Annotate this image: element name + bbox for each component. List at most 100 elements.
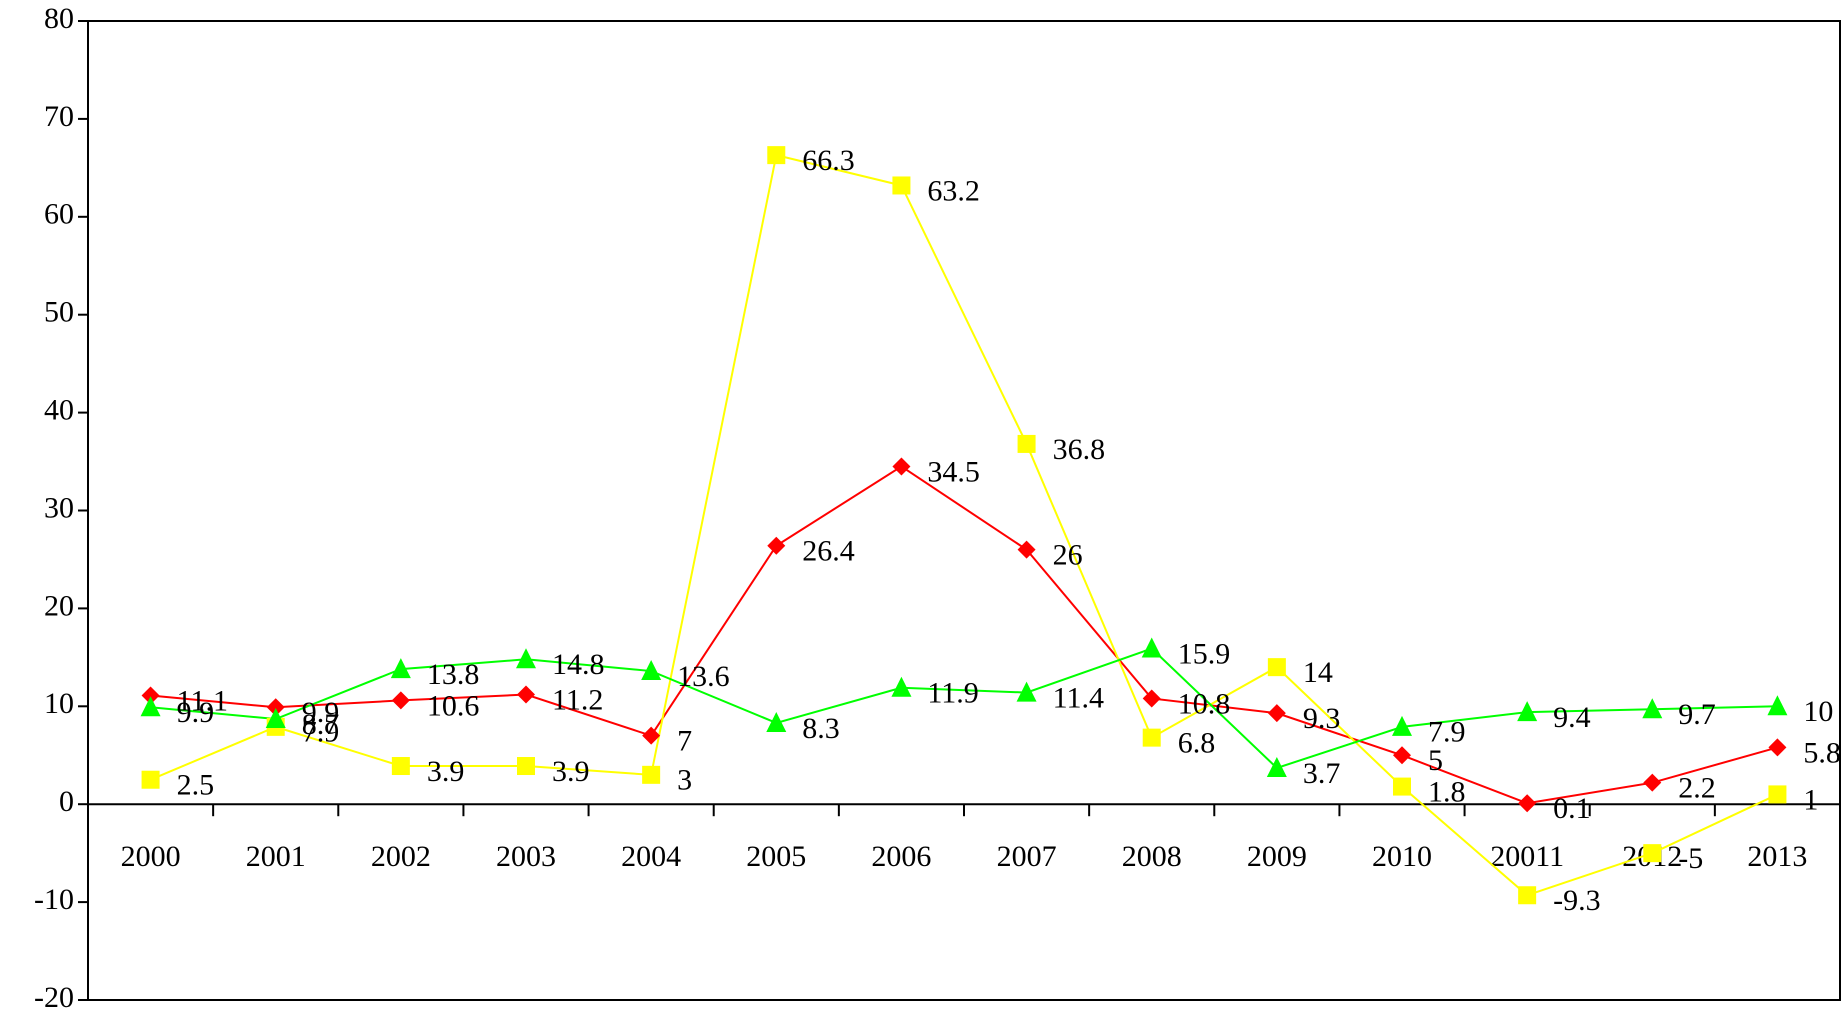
data-label: -5: [1678, 842, 1703, 875]
x-tick-label: 20011: [1490, 840, 1564, 873]
data-label: 11.2: [552, 683, 603, 716]
y-tick-label: 70: [44, 100, 74, 133]
series-line: [150, 647, 1778, 770]
marker: [391, 757, 410, 776]
y-tick-label: 80: [44, 2, 74, 35]
y-tick-label: -20: [34, 981, 74, 1014]
marker: [1518, 794, 1537, 813]
data-label: 8.7: [302, 708, 340, 741]
data-label: 1.8: [1428, 775, 1466, 808]
data-label: 7.9: [1428, 716, 1466, 749]
y-tick-label: 30: [44, 491, 74, 524]
x-tick-label: 2010: [1372, 840, 1432, 873]
marker: [1017, 434, 1036, 453]
marker: [891, 676, 912, 697]
y-tick-label: 20: [44, 589, 74, 622]
data-label: 9.7: [1678, 698, 1716, 731]
data-label: 13.6: [677, 660, 730, 693]
data-label: 2.5: [177, 769, 215, 802]
data-label: 2.2: [1678, 772, 1716, 805]
marker: [1768, 738, 1787, 757]
marker: [1768, 785, 1787, 804]
marker: [1393, 746, 1411, 765]
data-label: 66.3: [802, 144, 855, 177]
data-label: 26: [1053, 539, 1083, 572]
data-label: 5: [1428, 744, 1443, 777]
x-tick-label: 2013: [1747, 840, 1807, 873]
marker: [1643, 773, 1662, 792]
marker: [140, 696, 161, 717]
marker: [642, 726, 661, 745]
marker: [1267, 704, 1286, 723]
data-label: -9.3: [1553, 884, 1601, 917]
data-label: 9.4: [1553, 701, 1591, 734]
marker: [517, 685, 535, 704]
marker: [1141, 637, 1162, 658]
marker: [266, 698, 285, 717]
marker: [1142, 689, 1161, 708]
x-tick-label: 2001: [246, 840, 306, 873]
data-label: 7: [677, 725, 692, 758]
data-label: 15.9: [1178, 637, 1231, 670]
data-label: 0.1: [1553, 792, 1591, 825]
marker: [1393, 777, 1411, 796]
marker: [516, 648, 536, 669]
marker: [1016, 681, 1037, 702]
data-label: 26.4: [802, 535, 855, 568]
marker: [390, 658, 411, 679]
x-tick-label: 2004: [621, 840, 681, 873]
data-label: 3.9: [427, 755, 465, 788]
marker: [1642, 698, 1663, 719]
marker: [892, 457, 911, 476]
x-tick-label: 2005: [746, 840, 806, 873]
data-label: 9.9: [177, 696, 215, 729]
marker: [1267, 658, 1286, 677]
x-tick-label: 2000: [121, 840, 181, 873]
marker: [1017, 540, 1036, 559]
y-tick-label: 40: [44, 393, 74, 426]
data-label: 63.2: [927, 174, 980, 207]
plot-frame: [87, 20, 1841, 1001]
marker: [265, 708, 286, 729]
data-label: 11.9: [927, 677, 978, 710]
marker: [141, 686, 160, 705]
x-tick-label: 2002: [371, 840, 431, 873]
marker: [517, 757, 535, 776]
marker: [1142, 728, 1161, 747]
data-label: 14.8: [552, 648, 605, 681]
x-tick-label: 2008: [1122, 840, 1182, 873]
data-label: 14: [1303, 656, 1333, 689]
x-tick-label: 2006: [871, 840, 931, 873]
data-label: 9.9: [302, 696, 340, 729]
data-label: 13.8: [427, 658, 480, 691]
marker: [1517, 701, 1538, 722]
y-tick-label: -10: [34, 883, 74, 916]
data-label: 3: [677, 764, 692, 797]
data-label: 5.8: [1803, 736, 1841, 769]
y-tick-label: 50: [44, 296, 74, 329]
marker: [1643, 844, 1662, 863]
y-tick-label: 0: [59, 785, 74, 818]
marker: [766, 711, 787, 732]
data-label: 3.9: [552, 755, 590, 788]
data-label: 10: [1803, 695, 1833, 728]
marker: [641, 660, 662, 681]
data-label: 36.8: [1053, 433, 1106, 466]
y-tick-label: 60: [44, 198, 74, 231]
y-tick-label: 10: [44, 687, 74, 720]
marker: [1266, 756, 1287, 777]
marker: [767, 536, 786, 555]
marker: [391, 691, 410, 710]
data-label: 10.6: [427, 689, 480, 722]
marker: [892, 176, 911, 195]
data-label: 1: [1803, 783, 1818, 816]
data-label: 34.5: [927, 455, 980, 488]
data-label: 6.8: [1178, 727, 1216, 760]
marker: [767, 146, 786, 165]
marker: [1518, 886, 1537, 905]
marker: [1392, 715, 1412, 736]
series-line: [150, 465, 1778, 805]
data-label: 7.9: [302, 716, 340, 749]
marker: [141, 770, 160, 789]
